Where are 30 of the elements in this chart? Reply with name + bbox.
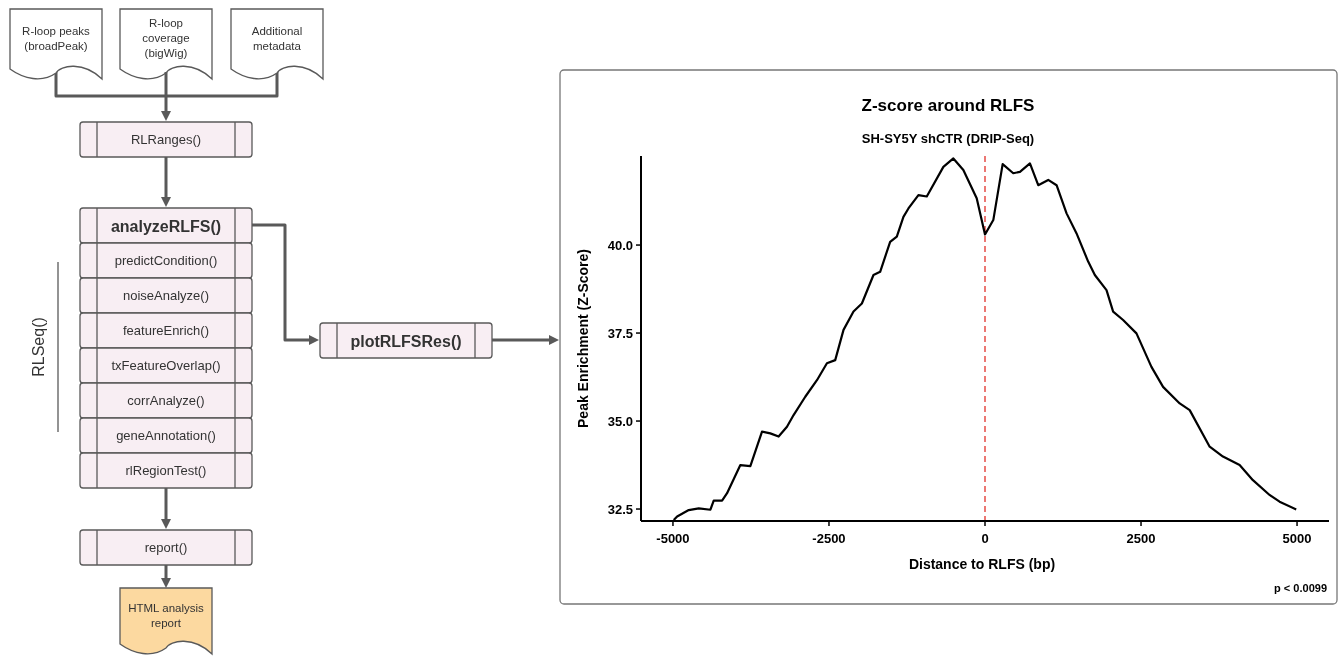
text: plotRLFSRes() <box>350 332 462 350</box>
chart-title: Z-score around RLFS <box>861 96 1035 115</box>
text: Additional metadata <box>251 24 303 52</box>
text: txFeatureOverlap() <box>111 358 221 373</box>
y-axis-title: Peak Enrichment (Z-Score) <box>575 249 591 428</box>
y-tick-label: 35.0 <box>607 413 633 429</box>
x-tick-label: 5000 <box>1282 531 1312 546</box>
x-tick-label: 2500 <box>1126 531 1156 546</box>
text: rlRegionTest() <box>125 463 207 478</box>
text: p < 0.0099 <box>1274 582 1327 594</box>
x-axis-title: Distance to RLFS (bp) <box>908 556 1056 572</box>
y-tick-label: 32.5 <box>607 501 633 517</box>
text: R-loop peaks (broadPeak) <box>22 24 91 52</box>
text: noiseAnalyze() <box>123 288 209 303</box>
text: corrAnalyze() <box>127 393 205 408</box>
y-tick-label: 37.5 <box>607 325 633 341</box>
text: RLRanges() <box>130 132 202 147</box>
text: report() <box>144 540 188 555</box>
chart-subtitle: SH-SY5Y shCTR (DRIP-Seq) <box>861 131 1035 146</box>
text: predictCondition() <box>114 253 218 268</box>
x-tick-label: 0 <box>981 531 989 546</box>
text: RLSeq() <box>30 317 47 377</box>
text: geneAnnotation() <box>116 428 216 443</box>
text: featureEnrich() <box>123 323 209 338</box>
x-tick-label: -5000 <box>656 531 690 546</box>
x-tick-label: -2500 <box>812 531 846 546</box>
text: analyzeRLFS() <box>110 217 222 235</box>
text: R-loop coverage (bigWig) <box>142 17 190 59</box>
text: HTML analysis report <box>128 601 205 629</box>
y-tick-label: 40.0 <box>607 237 633 253</box>
